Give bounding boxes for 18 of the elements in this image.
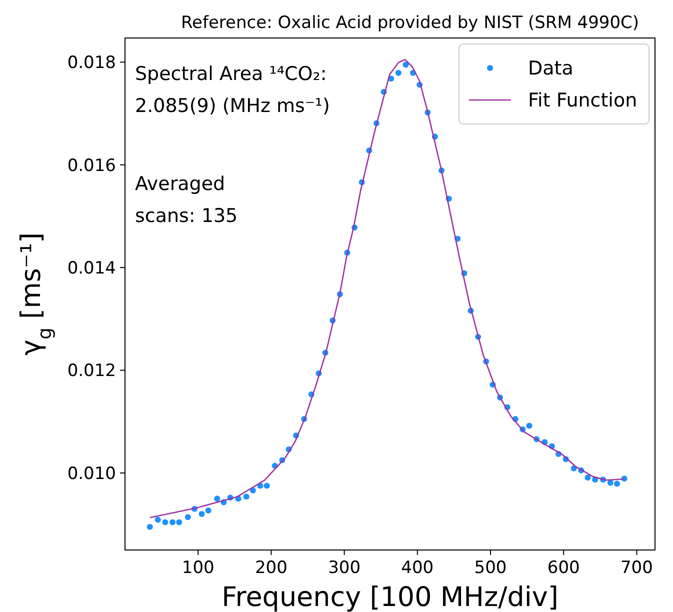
x-axis-title: Frequency [100 MHz/div] <box>222 582 558 612</box>
x-tick-label: 100 <box>182 558 214 578</box>
y-tick-label: 0.018 <box>67 53 116 74</box>
y-tick-label: 0.014 <box>67 258 116 279</box>
x-tick-label: 300 <box>328 558 361 578</box>
legend-label: Fit Function <box>528 90 638 112</box>
x-tick-label: 700 <box>620 558 653 578</box>
legend-label: Data <box>528 58 574 80</box>
y-tick-label: 0.010 <box>67 464 116 484</box>
x-tick-label: 400 <box>401 558 434 578</box>
annotation: Averaged scans: 135 <box>135 173 238 227</box>
chart-title: Reference: Oxalic Acid provided by NIST (SRM 4990C) <box>180 13 640 33</box>
x-tick-label: 600 <box>547 558 580 578</box>
x-tick-label: 500 <box>474 558 507 578</box>
annotation: Spectral Area ¹⁴CO₂: 2.085(9) (MHz ms⁻¹) <box>135 63 330 117</box>
y-tick-label: 0.012 <box>67 361 116 382</box>
y-tick-label: 0.016 <box>67 156 116 176</box>
x-tick-label: 200 <box>254 558 288 578</box>
